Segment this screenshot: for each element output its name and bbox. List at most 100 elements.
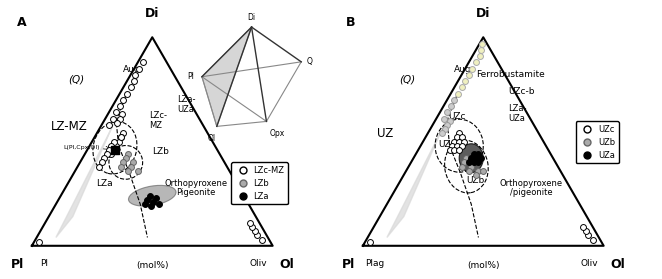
Point bbox=[451, 143, 462, 148]
Point bbox=[117, 112, 128, 117]
Point bbox=[132, 169, 143, 173]
Text: UZa: UZa bbox=[439, 140, 457, 149]
Point bbox=[581, 229, 591, 234]
Point bbox=[471, 60, 481, 64]
Text: Aug: Aug bbox=[454, 65, 471, 74]
Point bbox=[442, 110, 452, 115]
Point bbox=[125, 164, 136, 169]
Point bbox=[113, 139, 124, 144]
Text: Ol: Ol bbox=[280, 258, 295, 271]
Point bbox=[94, 164, 105, 169]
Text: Pl: Pl bbox=[40, 259, 48, 268]
Point bbox=[111, 143, 121, 148]
Point bbox=[438, 116, 449, 121]
Point bbox=[463, 169, 474, 173]
Point bbox=[444, 119, 455, 123]
Point bbox=[97, 160, 107, 165]
Point bbox=[459, 160, 469, 165]
Polygon shape bbox=[202, 27, 252, 126]
Point bbox=[449, 148, 459, 152]
Point bbox=[252, 233, 262, 238]
Text: (Q): (Q) bbox=[399, 74, 415, 84]
Point bbox=[460, 79, 471, 83]
Point bbox=[150, 196, 161, 200]
Point bbox=[587, 237, 598, 242]
Text: L(Pl,Cpx,Ol): L(Pl,Cpx,Ol) bbox=[63, 145, 99, 150]
Point bbox=[134, 66, 144, 71]
Text: Pl: Pl bbox=[187, 72, 194, 81]
Point bbox=[478, 169, 489, 173]
Ellipse shape bbox=[128, 185, 176, 206]
Text: (mol%): (mol%) bbox=[467, 261, 500, 270]
Text: Di: Di bbox=[476, 8, 491, 20]
Point bbox=[118, 98, 128, 102]
Text: LZc-
MZ: LZc- MZ bbox=[149, 111, 167, 130]
Point bbox=[437, 131, 448, 135]
Polygon shape bbox=[56, 96, 126, 237]
Point bbox=[125, 85, 136, 90]
Text: (mol%): (mol%) bbox=[136, 261, 169, 270]
Point bbox=[473, 169, 484, 173]
Point bbox=[104, 148, 115, 152]
Text: Ol: Ol bbox=[611, 258, 626, 271]
Point bbox=[468, 160, 479, 165]
Point bbox=[467, 66, 478, 71]
Text: UZ: UZ bbox=[377, 128, 394, 140]
Text: Plag: Plag bbox=[365, 259, 385, 268]
Point bbox=[468, 160, 479, 165]
Point bbox=[118, 131, 128, 135]
Point bbox=[473, 152, 484, 156]
Text: LZa-
UZa: LZa- UZa bbox=[508, 104, 527, 122]
Point bbox=[449, 139, 459, 144]
Text: Di: Di bbox=[248, 13, 256, 22]
Point bbox=[112, 121, 122, 125]
Text: Opx: Opx bbox=[269, 129, 285, 138]
Point bbox=[471, 173, 481, 177]
Point bbox=[106, 143, 117, 148]
Point bbox=[453, 91, 463, 96]
Point bbox=[122, 91, 132, 96]
Point bbox=[154, 202, 165, 206]
Point bbox=[440, 127, 450, 131]
Point bbox=[454, 139, 465, 144]
Point bbox=[116, 135, 126, 140]
Point bbox=[256, 237, 267, 242]
Point bbox=[466, 156, 477, 160]
Legend: UZc, UZb, UZa: UZc, UZb, UZa bbox=[576, 121, 619, 163]
Text: Ol: Ol bbox=[208, 134, 216, 143]
Text: Orthopyroxene
Pigeonite: Orthopyroxene Pigeonite bbox=[164, 179, 227, 197]
Point bbox=[129, 79, 140, 83]
Point bbox=[583, 233, 593, 238]
Point bbox=[116, 164, 126, 169]
Text: Aug: Aug bbox=[123, 65, 140, 74]
Polygon shape bbox=[387, 96, 457, 237]
Point bbox=[473, 160, 484, 165]
Text: LZa: LZa bbox=[96, 179, 113, 187]
Point bbox=[463, 73, 474, 77]
Point bbox=[461, 156, 472, 160]
Point bbox=[109, 148, 119, 152]
Text: Oliv: Oliv bbox=[250, 259, 267, 268]
Point bbox=[466, 164, 477, 169]
Point bbox=[144, 194, 155, 198]
Point bbox=[148, 200, 159, 204]
Point bbox=[130, 73, 141, 77]
Text: Orthopyroxene
/pigeonite: Orthopyroxene /pigeonite bbox=[500, 179, 563, 197]
Point bbox=[118, 160, 128, 165]
Point bbox=[444, 148, 455, 152]
Point bbox=[244, 221, 255, 225]
Point bbox=[456, 143, 467, 148]
Point bbox=[451, 135, 462, 140]
Point bbox=[99, 156, 109, 160]
Point bbox=[454, 148, 465, 152]
Point bbox=[111, 110, 121, 115]
Point bbox=[456, 85, 467, 90]
Point bbox=[34, 239, 44, 244]
Point bbox=[454, 131, 465, 135]
Text: Ferrobustamite: Ferrobustamite bbox=[476, 70, 545, 79]
Point bbox=[142, 198, 153, 202]
Point bbox=[128, 160, 138, 165]
Point bbox=[110, 148, 120, 152]
Point bbox=[475, 54, 485, 58]
Point bbox=[446, 104, 456, 108]
